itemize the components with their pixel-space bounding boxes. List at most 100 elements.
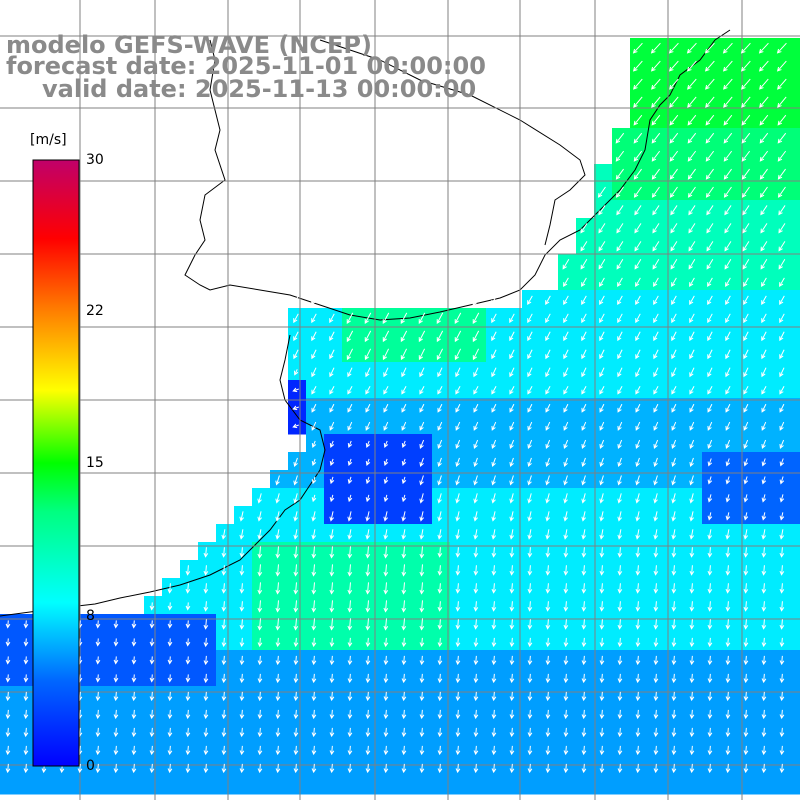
wind-arrow bbox=[239, 511, 244, 522]
wind-arrow bbox=[491, 313, 497, 324]
wind-arrow bbox=[653, 601, 659, 612]
wind-arrow bbox=[742, 223, 750, 234]
speed-cell bbox=[756, 218, 775, 237]
wind-arrow bbox=[563, 745, 569, 756]
wind-arrow bbox=[705, 96, 715, 108]
speed-cell bbox=[504, 308, 523, 327]
wind-arrow bbox=[563, 385, 569, 395]
speed-cell bbox=[522, 380, 541, 399]
wind-arrow bbox=[509, 385, 515, 395]
wind-arrow bbox=[472, 348, 480, 361]
wind-arrow bbox=[545, 439, 551, 449]
speed-cell bbox=[180, 722, 199, 741]
wind-arrow bbox=[113, 745, 119, 756]
speed-cell bbox=[0, 722, 19, 741]
speed-cell bbox=[702, 236, 721, 255]
wind-arrow bbox=[725, 277, 731, 288]
speed-cell bbox=[720, 560, 739, 579]
wind-arrow bbox=[509, 313, 515, 324]
speed-cell bbox=[432, 488, 451, 507]
speed-cell bbox=[756, 650, 775, 669]
wind-arrow bbox=[704, 42, 715, 54]
wind-arrow bbox=[203, 565, 209, 576]
wind-arrow bbox=[725, 295, 731, 306]
wind-arrow bbox=[689, 547, 695, 558]
speed-cell bbox=[630, 596, 649, 615]
wind-arrow bbox=[725, 655, 731, 666]
wind-arrow bbox=[329, 655, 335, 666]
speed-cell bbox=[774, 110, 793, 129]
wind-arrow bbox=[472, 312, 480, 325]
speed-cell bbox=[252, 488, 271, 507]
speed-cell bbox=[540, 722, 559, 741]
speed-cell bbox=[774, 578, 793, 597]
wind-arrow bbox=[725, 637, 731, 648]
speed-cell bbox=[108, 614, 127, 633]
wind-arrow bbox=[651, 78, 661, 90]
wind-arrow bbox=[617, 313, 623, 324]
wind-arrow bbox=[329, 546, 335, 559]
speed-cell bbox=[738, 596, 757, 615]
wind-arrow bbox=[383, 476, 389, 485]
wind-arrow bbox=[779, 476, 785, 485]
wind-arrow bbox=[418, 294, 426, 306]
speed-cell bbox=[0, 758, 19, 777]
speed-cell bbox=[720, 542, 739, 561]
wind-arrow bbox=[704, 60, 715, 72]
wind-arrow bbox=[473, 583, 479, 594]
wind-arrow bbox=[383, 600, 389, 613]
wind-arrow bbox=[671, 691, 677, 702]
wind-arrow bbox=[5, 638, 11, 647]
speed-cell bbox=[558, 704, 577, 723]
speed-cell bbox=[396, 560, 415, 579]
wind-arrow bbox=[365, 367, 371, 378]
wind-arrow bbox=[257, 709, 263, 720]
wind-arrow bbox=[185, 565, 191, 576]
speed-cell bbox=[738, 164, 757, 183]
wind-arrow bbox=[545, 691, 551, 702]
wind-arrow bbox=[671, 367, 677, 378]
speed-cell bbox=[594, 344, 613, 363]
wind-arrow bbox=[599, 565, 605, 576]
speed-cell bbox=[558, 416, 577, 435]
wind-arrow bbox=[239, 763, 245, 774]
speed-cell bbox=[756, 416, 775, 435]
wind-arrow bbox=[401, 655, 407, 666]
wind-arrow bbox=[671, 619, 677, 630]
speed-cell bbox=[468, 506, 487, 525]
speed-cell bbox=[594, 596, 613, 615]
speed-cell bbox=[648, 542, 667, 561]
speed-cell bbox=[90, 740, 109, 759]
wind-arrow bbox=[347, 564, 353, 577]
wind-arrow bbox=[509, 601, 515, 612]
speed-cell bbox=[0, 650, 19, 669]
speed-cell bbox=[90, 650, 109, 669]
wind-arrow bbox=[113, 638, 119, 647]
speed-cell bbox=[468, 578, 487, 597]
wind-arrow bbox=[725, 727, 731, 738]
wind-arrow bbox=[527, 439, 533, 449]
wind-arrow bbox=[545, 637, 551, 648]
colorbar-unit: [m/s] bbox=[30, 132, 67, 148]
wind-arrow bbox=[689, 763, 695, 774]
wind-arrow bbox=[617, 493, 622, 504]
wind-arrow bbox=[347, 691, 353, 702]
wind-arrow bbox=[473, 511, 478, 522]
speed-cell bbox=[522, 452, 541, 471]
wind-arrow bbox=[527, 709, 533, 720]
wind-arrow bbox=[275, 637, 281, 648]
wind-arrow bbox=[581, 403, 587, 413]
wind-arrow bbox=[527, 475, 532, 486]
wind-arrow bbox=[743, 619, 749, 630]
wind-arrow bbox=[239, 637, 245, 648]
speed-cell bbox=[576, 596, 595, 615]
wind-arrow bbox=[653, 655, 659, 666]
wind-arrow bbox=[545, 655, 551, 666]
wind-arrow bbox=[635, 547, 641, 558]
speed-cell bbox=[666, 362, 685, 381]
wind-arrow bbox=[437, 637, 443, 648]
wind-arrow bbox=[779, 673, 785, 684]
wind-arrow bbox=[509, 367, 515, 378]
wind-arrow bbox=[401, 511, 406, 522]
wind-arrow bbox=[527, 619, 533, 630]
